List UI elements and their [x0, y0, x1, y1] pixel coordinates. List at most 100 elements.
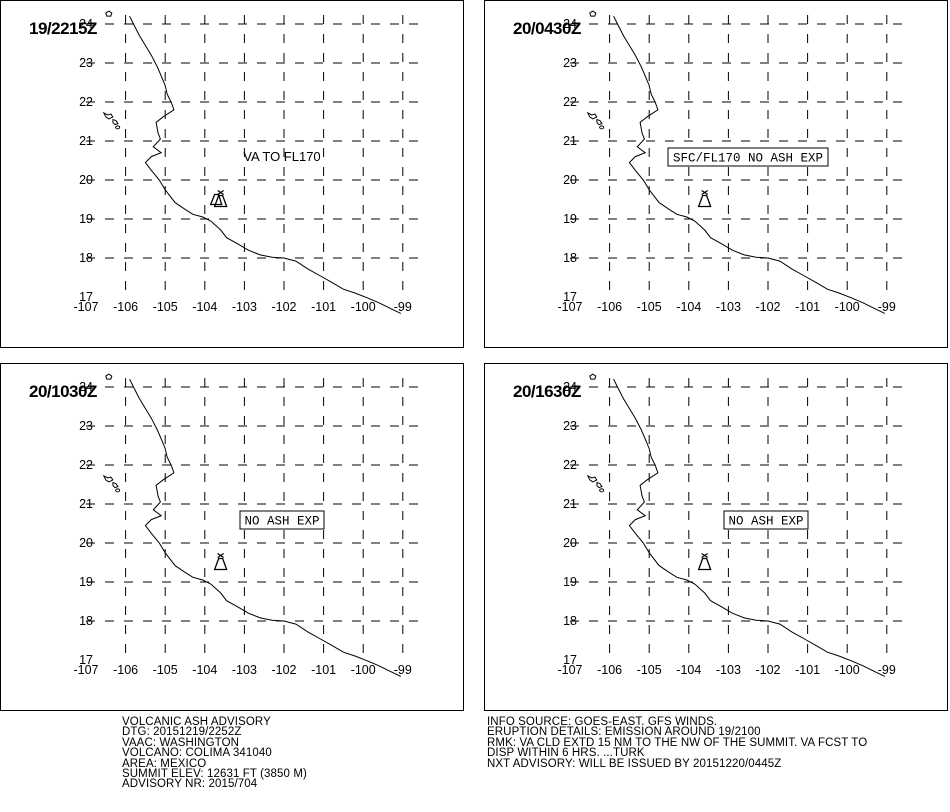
volcano-icon — [213, 553, 228, 571]
lat-tick-label: 23 — [563, 419, 577, 433]
lat-tick-label: 20 — [563, 536, 577, 550]
ash-annotation: NO ASH EXP — [723, 510, 809, 530]
islet — [105, 373, 113, 380]
advisory-details-block: INFO SOURCE: GOES-EAST. GFS WINDS. ERUPT… — [487, 716, 868, 770]
lat-tick-label: 18 — [79, 251, 93, 265]
ash-annotation: NO ASH EXP — [239, 510, 325, 530]
lat-tick-label: 22 — [79, 95, 93, 109]
island — [102, 111, 114, 120]
lon-tick-label: -101 — [795, 300, 820, 314]
lat-tick-label: 17 — [563, 653, 577, 667]
advisory-area: AREA: MEXICO — [122, 757, 207, 770]
islas-marias-islands — [102, 111, 121, 130]
lon-tick-label: -100 — [351, 663, 376, 677]
island — [115, 125, 121, 130]
lon-tick-label: -100 — [835, 300, 860, 314]
lat-tick-label: 23 — [563, 56, 577, 70]
lon-tick-label: -107 — [557, 663, 582, 677]
annotation-box — [667, 147, 829, 167]
island — [596, 118, 603, 126]
lon-tick-label: -105 — [153, 300, 178, 314]
lat-tick-label: 18 — [563, 251, 577, 265]
axis-tick-labels: -107 -106 -105 -104 -103 -102 -101 -100 -99 17 18 1… — [557, 17, 895, 314]
map-canvas: -107 -106 -105 -104 -103 -102 -101 -100 -99 17 18 1… — [557, 373, 905, 677]
annotation-box — [723, 510, 809, 530]
lat-tick-label: 24 — [563, 17, 577, 31]
lon-tick-label: -104 — [676, 300, 701, 314]
lat-tick-label: 19 — [563, 212, 577, 226]
advisory-number: ADVISORY NR: 2015/704 — [122, 778, 258, 791]
lon-tick-label: -101 — [795, 663, 820, 677]
axis-tick-labels: -107 -106 -105 -104 -103 -102 -101 -100 -99 17 18 1… — [557, 380, 895, 677]
lat-tick-label: 22 — [79, 458, 93, 472]
coastline — [129, 378, 402, 677]
lat-tick-label: 21 — [563, 134, 577, 148]
lat-tick-label: 20 — [563, 173, 577, 187]
lat-tick-label: 17 — [563, 290, 577, 304]
panel-time-label: 20/1630Z — [513, 382, 581, 401]
lat-tick-label: 18 — [79, 614, 93, 628]
lat-tick-label: 24 — [79, 17, 93, 31]
lat-tick-label: 19 — [79, 575, 93, 589]
island — [586, 111, 598, 120]
lat-tick-label: 20 — [79, 173, 93, 187]
map-canvas: -107 -106 -105 -104 -103 -102 -101 -100 -99 17 18 1… — [73, 373, 421, 677]
islet — [589, 10, 597, 17]
lon-tick-label: -100 — [835, 663, 860, 677]
lon-tick-label: -103 — [716, 663, 741, 677]
map-panel-3: -107 -106 -105 -104 -103 -102 -101 -100 -99 17 18 1… — [0, 363, 464, 711]
advisory-summit-elev: SUMMIT ELEV: 12631 FT (3850 M) — [122, 768, 307, 781]
lon-tick-label: -100 — [351, 300, 376, 314]
lon-tick-label: -102 — [755, 663, 780, 677]
lon-tick-label: -103 — [232, 300, 257, 314]
lat-tick-label: 17 — [79, 290, 93, 304]
lat-tick-label: 21 — [563, 497, 577, 511]
advisory-eruption-details: ERUPTION DETAILS: EMISSION AROUND 19/210… — [487, 726, 761, 739]
lon-tick-label: -105 — [637, 300, 662, 314]
volcano-icon — [697, 190, 712, 208]
panel-time-label: 20/1030Z — [29, 382, 97, 401]
lon-tick-label: -103 — [716, 300, 741, 314]
island — [599, 125, 605, 130]
advisory-remarks: RMK: VA CLD EXTD 15 NM TO THE NW OF THE … — [487, 736, 868, 749]
ash-annotation: SFC/FL170 NO ASH EXP — [667, 147, 829, 167]
islas-marias-islands — [102, 474, 121, 493]
coastline — [613, 15, 886, 314]
lon-tick-label: -106 — [597, 663, 622, 677]
lon-tick-label: -107 — [557, 300, 582, 314]
lon-tick-label: -104 — [676, 663, 701, 677]
lat-tick-label: 22 — [563, 458, 577, 472]
lon-tick-label: -105 — [637, 663, 662, 677]
map-canvas: -107 -106 -105 -104 -103 -102 -101 -100 -99 17 18 1… — [73, 10, 421, 314]
lat-tick-label: 23 — [79, 419, 93, 433]
island — [102, 474, 114, 483]
lon-tick-label: -106 — [113, 300, 138, 314]
lat-tick-label: 19 — [79, 212, 93, 226]
islet — [589, 373, 597, 380]
islas-marias-islands — [586, 474, 605, 493]
lon-tick-label: -99 — [878, 663, 896, 677]
map-canvas: -107 -106 -105 -104 -103 -102 -101 -100 -99 17 18 1… — [557, 10, 905, 314]
lat-tick-label: 24 — [563, 380, 577, 394]
lon-tick-label: -101 — [311, 300, 336, 314]
annotation-box — [239, 510, 325, 530]
volcano-icon — [697, 553, 712, 571]
advisory-dtg: DTG: 20151219/2252Z — [122, 726, 242, 739]
island — [115, 488, 121, 493]
lat-tick-label: 20 — [79, 536, 93, 550]
lon-tick-label: -101 — [311, 663, 336, 677]
advisory-remarks-cont: DISP WITHIN 6 HRS. ...TURK — [487, 747, 645, 760]
lat-lon-grid — [86, 15, 421, 297]
lon-tick-label: -102 — [271, 300, 296, 314]
islet — [105, 10, 113, 17]
lat-tick-label: 21 — [79, 497, 93, 511]
lon-tick-label: -105 — [153, 663, 178, 677]
lat-tick-label: 21 — [79, 134, 93, 148]
ash-annotation: VA TO FL170 — [243, 149, 320, 164]
coastline — [613, 378, 886, 677]
advisory-next: NXT ADVISORY: WILL BE ISSUED BY 20151220… — [487, 757, 782, 770]
lon-tick-label: -107 — [73, 300, 98, 314]
annotation-text: NO ASH EXP — [728, 515, 803, 529]
island — [596, 481, 603, 489]
panel-time-label: 19/2215Z — [29, 19, 97, 38]
